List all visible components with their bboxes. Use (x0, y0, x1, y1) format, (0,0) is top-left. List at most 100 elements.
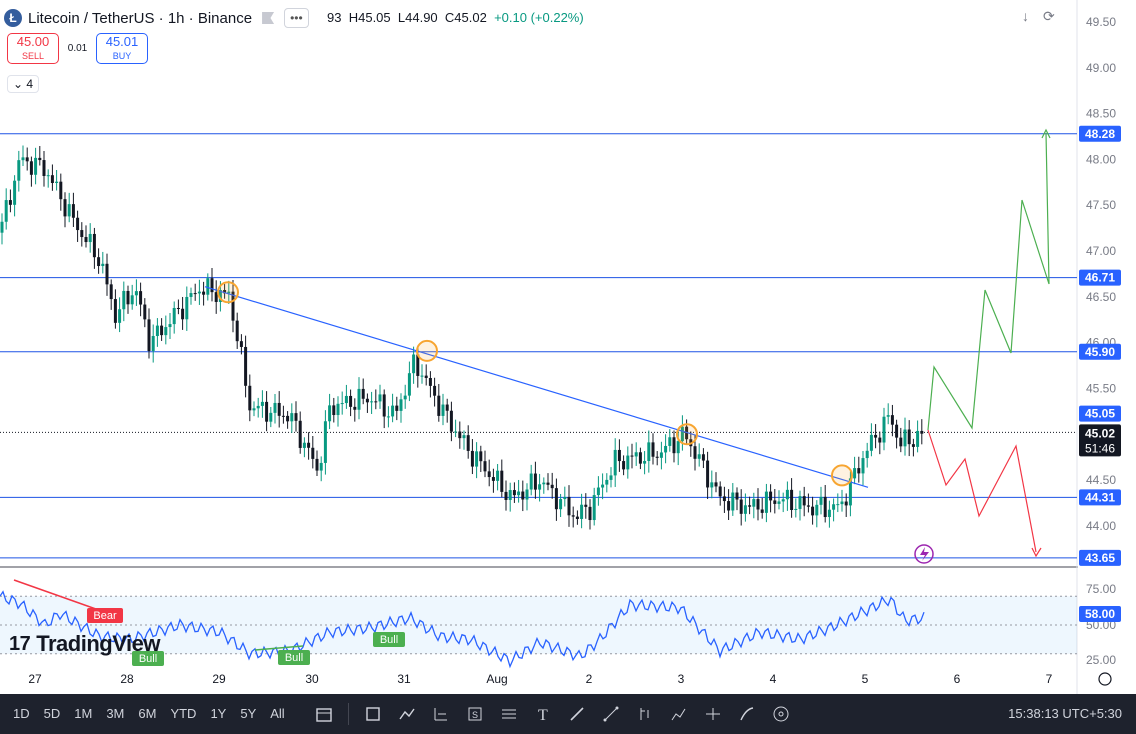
calendar-range-icon[interactable] (310, 700, 338, 728)
timeframe-6m[interactable]: 6M (138, 706, 157, 721)
timeframe-1y[interactable]: 1Y (210, 706, 227, 721)
candle-body (550, 484, 554, 489)
candle-body (546, 482, 550, 485)
candle-body (273, 402, 277, 413)
more-icon[interactable]: ••• (284, 8, 309, 28)
descending-trendline (204, 286, 869, 488)
candle-body (676, 441, 680, 454)
candlesticks (0, 145, 924, 530)
symbol-name[interactable]: Litecoin / TetherUS (28, 9, 155, 27)
candle-body (164, 327, 168, 336)
candle-body (302, 442, 306, 448)
candle-body (806, 505, 810, 507)
timeframe-5y[interactable]: 5Y (240, 706, 257, 721)
timeframe-1m[interactable]: 1M (74, 706, 93, 721)
interval[interactable]: 1h (167, 9, 185, 27)
rectangle-tool-icon[interactable] (359, 700, 387, 728)
candle-body (916, 430, 920, 447)
candle-body (794, 508, 798, 510)
candle-body (634, 452, 638, 457)
candle-body (382, 394, 386, 417)
flag-icon[interactable] (262, 12, 275, 24)
candle-body (504, 491, 508, 500)
candle-body (126, 290, 130, 305)
candle-body (218, 290, 222, 302)
bull-badge (132, 651, 164, 666)
timeframe-ytd[interactable]: YTD (170, 706, 197, 721)
candle-body (588, 506, 592, 521)
rsi-band (0, 596, 1077, 654)
candle-body (920, 430, 924, 434)
symbol-header[interactable]: Ł Litecoin / TetherUS · 1h · Binance ••• (4, 4, 309, 32)
candle-body (861, 458, 865, 474)
candle-body (21, 157, 25, 161)
sell-button[interactable]: 45.00 SELL (7, 33, 59, 64)
candle-body (92, 233, 96, 258)
line-tool-icon[interactable] (597, 700, 625, 728)
buy-button[interactable]: 45.01 BUY (96, 33, 148, 64)
countdown-label: 51:46 (1085, 441, 1115, 455)
level-label: 48.28 (1085, 127, 1115, 141)
short-position-icon[interactable]: S (461, 700, 489, 728)
bullish-arrowhead (1041, 128, 1051, 139)
candle-body (290, 413, 294, 422)
bearish-projection (927, 429, 1037, 553)
candle-body (17, 160, 21, 181)
timeframe-5d[interactable]: 5D (43, 706, 61, 721)
download-icon[interactable]: ↓ (1022, 8, 1029, 24)
candle-body (743, 505, 747, 514)
candle-body (252, 408, 256, 411)
bars-pattern-icon[interactable] (631, 700, 659, 728)
bull-badge (278, 650, 310, 665)
candle-body (529, 473, 533, 490)
candle-body (559, 499, 563, 510)
timeframe-all[interactable]: All (270, 706, 285, 721)
time-tick: 5 (862, 672, 869, 686)
candle-body (706, 460, 710, 488)
candle-body (567, 496, 571, 516)
price-tick: 44.50 (1086, 473, 1116, 487)
eraser-icon[interactable] (767, 700, 795, 728)
clock[interactable]: 15:38:13 UTC+5:30 (1008, 706, 1122, 721)
indicators-toggle[interactable]: ⌄ 4 (7, 75, 40, 93)
timeframe-1d[interactable]: 1D (13, 706, 30, 721)
ruler-icon[interactable] (699, 700, 727, 728)
fullscreen-icon[interactable]: ⟳ (1043, 8, 1055, 24)
text-tool-icon[interactable]: T (529, 700, 557, 728)
path-tool-icon[interactable] (393, 700, 421, 728)
brush-icon[interactable] (733, 700, 761, 728)
svg-text:T: T (538, 707, 548, 723)
candle-body (680, 426, 684, 442)
level-label: 44.31 (1085, 490, 1115, 504)
candle-body (323, 421, 327, 463)
candle-body (349, 395, 353, 407)
candle-body (286, 415, 290, 422)
bear-badge (87, 608, 123, 623)
candle-body (601, 484, 605, 488)
candle-body (617, 449, 621, 462)
candle-body (470, 450, 474, 467)
long-position-icon[interactable] (427, 700, 455, 728)
price-tick: 47.00 (1086, 244, 1116, 258)
fib-tool-icon[interactable] (495, 700, 523, 728)
candle-body (210, 278, 214, 293)
candle-body (344, 395, 348, 404)
price-range-icon[interactable] (665, 700, 693, 728)
candle-body (168, 324, 172, 328)
price-axis: 49.5049.0048.5048.0047.5047.0046.5046.00… (1079, 15, 1121, 566)
candle-body (336, 403, 340, 416)
timeframe-3m[interactable]: 3M (106, 706, 125, 721)
time-axis: 27 28 29 30 31 Aug 2 3 4 5 6 7 (28, 672, 1112, 686)
candle-body (206, 278, 210, 295)
candle-body (508, 490, 512, 500)
time-tick: 3 (678, 672, 685, 686)
brush-tool-icon[interactable] (563, 700, 591, 728)
candle-body (609, 475, 613, 480)
candle-body (181, 308, 185, 320)
candle-body (433, 385, 437, 396)
candle-body (25, 157, 29, 162)
drawing-tools: S T (310, 700, 795, 728)
candle-body (731, 492, 735, 511)
